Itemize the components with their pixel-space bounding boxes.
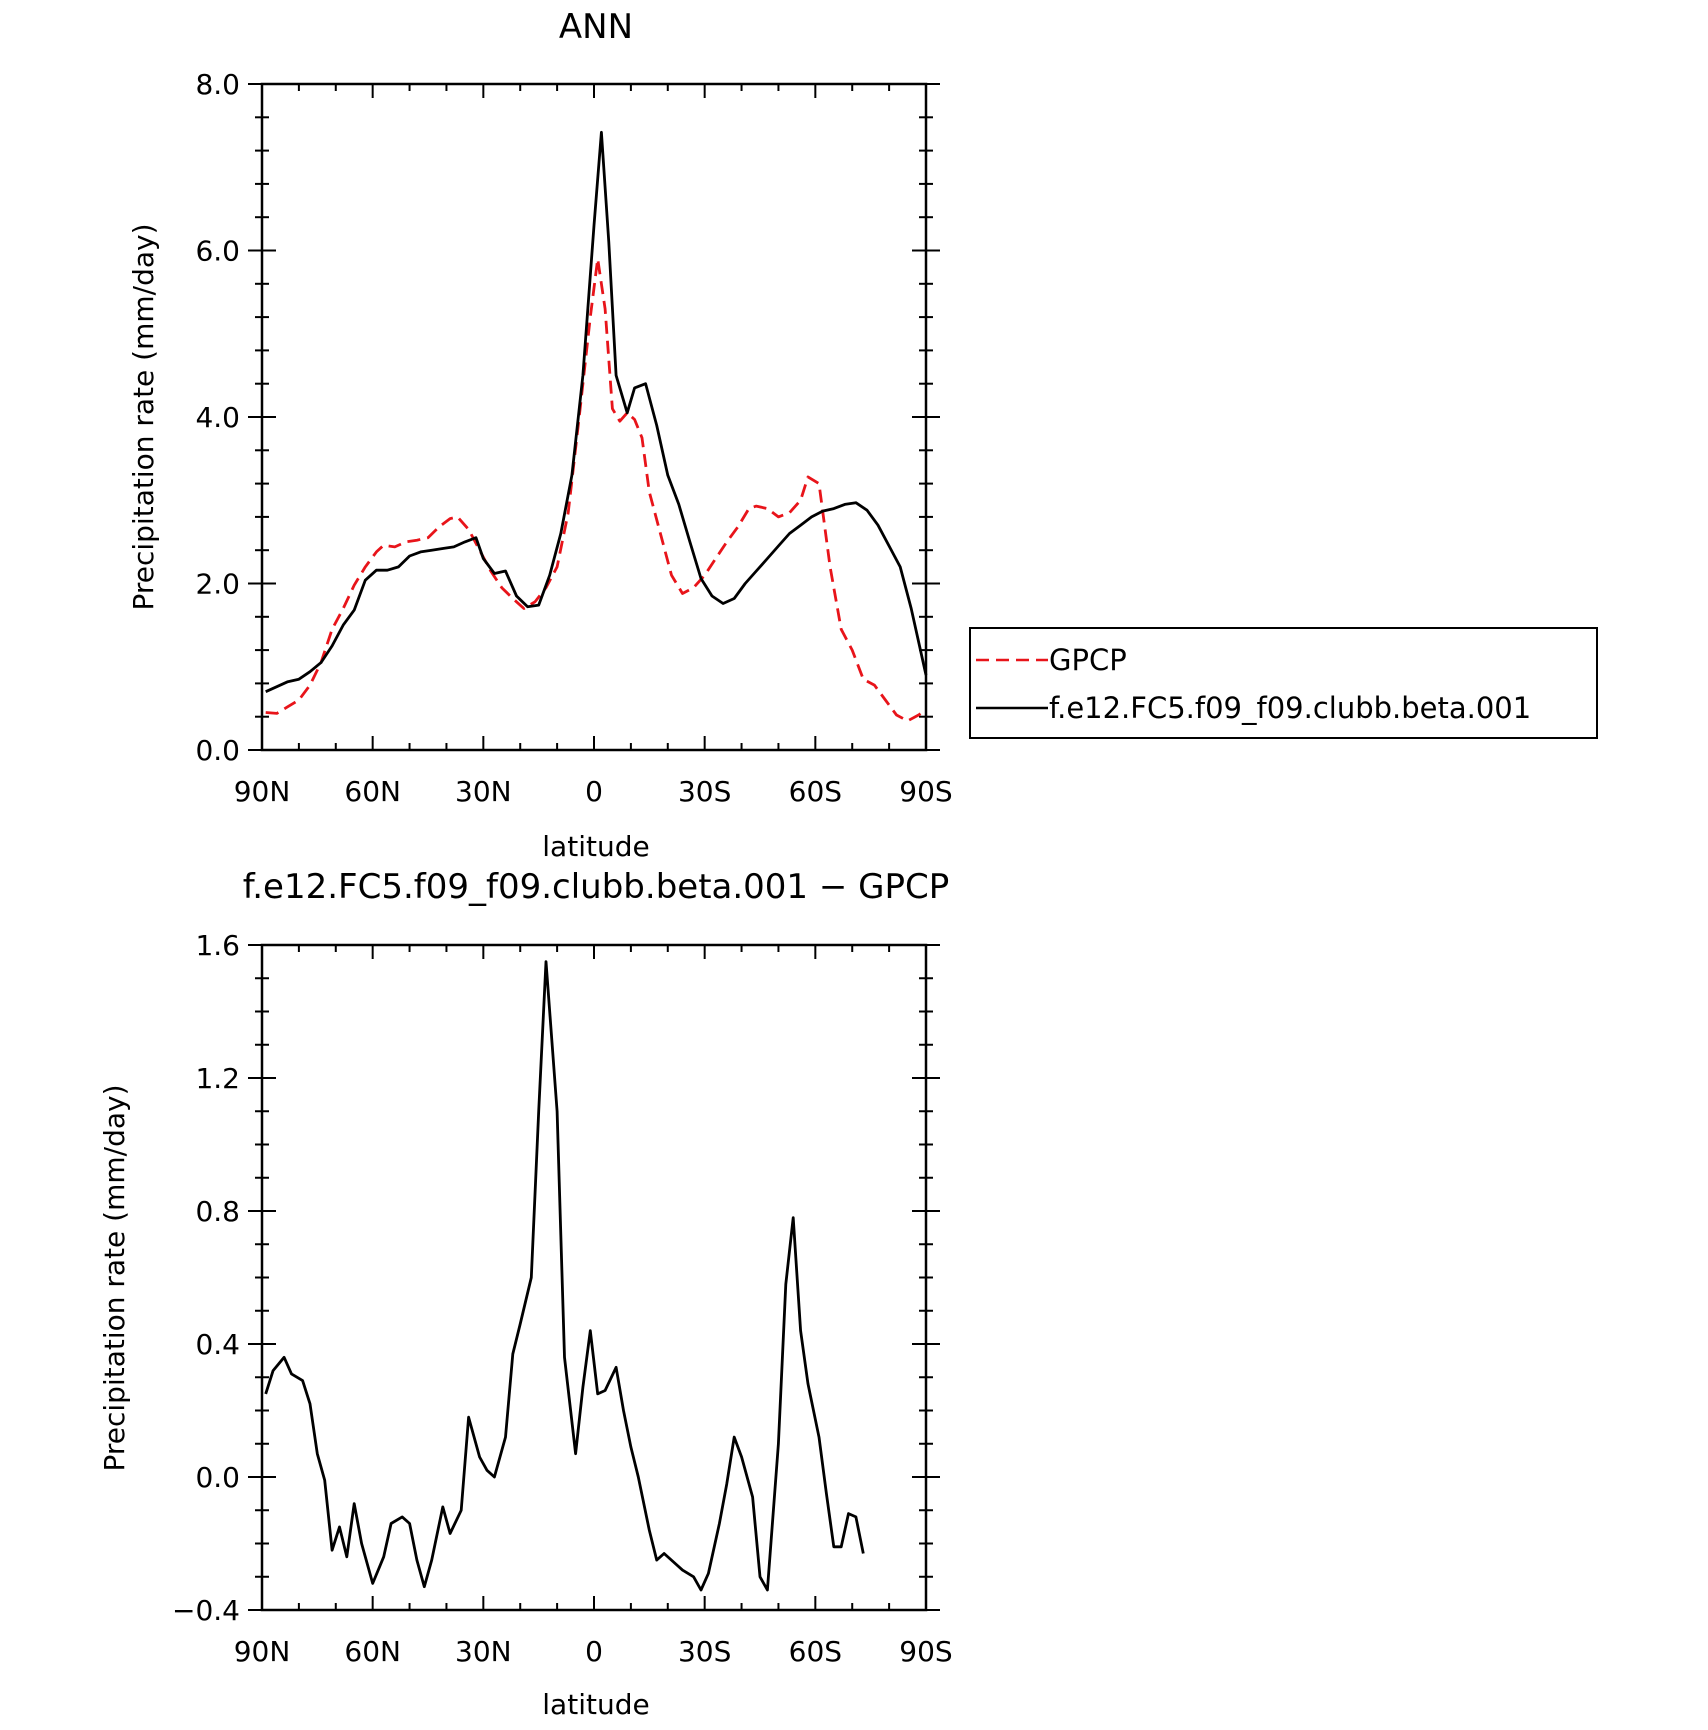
x-tick-label: 90N [234, 775, 291, 808]
difference-panel: f.e12.FC5.f09_f09.clubb.beta.001 − GPCP … [98, 867, 953, 1721]
y-tick-labels: −0.4 0.0 0.4 0.8 1.2 1.6 [172, 929, 240, 1627]
x-tick-label: 30S [678, 775, 731, 808]
x-tick-label: 0 [585, 775, 603, 808]
mean-precip-panel: ANN 0.02.04.06.08.0 90N 60N 30N 0 30S 60S 90S … [127, 7, 1598, 863]
y-axis-label: Precipitation rate (mm/day) [98, 1084, 131, 1471]
x-axis-label: latitude [542, 1688, 649, 1721]
y-tick-label: 8.0 [195, 68, 240, 101]
y-tick-label: 4.0 [195, 401, 240, 434]
y-tick-label: 0.4 [195, 1328, 240, 1361]
tick-marks [248, 83, 940, 751]
x-tick-label: 60N [344, 775, 401, 808]
y-axis-label: Precipitation rate (mm/day) [127, 223, 160, 610]
x-tick-label: 30N [455, 775, 512, 808]
series-difference-line [264, 960, 865, 1592]
y-tick-label: −0.4 [172, 1594, 240, 1627]
x-tick-label: 90S [899, 1635, 952, 1668]
x-tick-labels: 90N 60N 30N 0 30S 60S 90S [234, 775, 953, 808]
y-tick-label: 0.0 [195, 734, 240, 767]
x-tick-label: 90N [234, 1635, 291, 1668]
y-tick-label: 0.0 [195, 1461, 240, 1494]
panel-title: ANN [559, 7, 633, 47]
y-tick-label: 6.0 [195, 235, 240, 268]
plot-frame [260, 82, 928, 752]
series-lines [265, 130, 928, 723]
x-tick-label: 60N [344, 1635, 401, 1668]
x-tick-label: 90S [899, 775, 952, 808]
x-axis-label: latitude [542, 830, 649, 863]
tick-marks [248, 944, 940, 1611]
legend: GPCP f.e12.FC5.f09_f09.clubb.beta.001 [969, 627, 1598, 739]
y-tick-label: 0.8 [195, 1195, 240, 1228]
series-model-line [265, 130, 928, 693]
series-lines [264, 960, 865, 1592]
y-tick-label: 1.2 [195, 1062, 240, 1095]
legend-box [969, 627, 1598, 739]
x-tick-label: 30S [678, 1635, 731, 1668]
x-tick-label: 30N [455, 1635, 512, 1668]
x-tick-labels: 90N 60N 30N 0 30S 60S 90S [234, 1635, 953, 1668]
y-tick-label: 2.0 [195, 568, 240, 601]
legend-entry-gpcp: GPCP [1049, 643, 1127, 677]
y-tick-labels: 0.0 2.0 4.0 6.0 8.0 [195, 68, 240, 767]
x-tick-label: 60S [789, 1635, 842, 1668]
x-tick-label: 60S [789, 775, 842, 808]
x-tick-label: 0 [585, 1635, 603, 1668]
y-tick-label: 1.6 [195, 929, 240, 962]
legend-entry-model: f.e12.FC5.f09_f09.clubb.beta.001 [1049, 691, 1531, 725]
panel-title: f.e12.FC5.f09_f09.clubb.beta.001 − GPCP [243, 867, 950, 907]
series-gpcp-line [265, 257, 927, 723]
plot-frame [260, 943, 928, 1612]
